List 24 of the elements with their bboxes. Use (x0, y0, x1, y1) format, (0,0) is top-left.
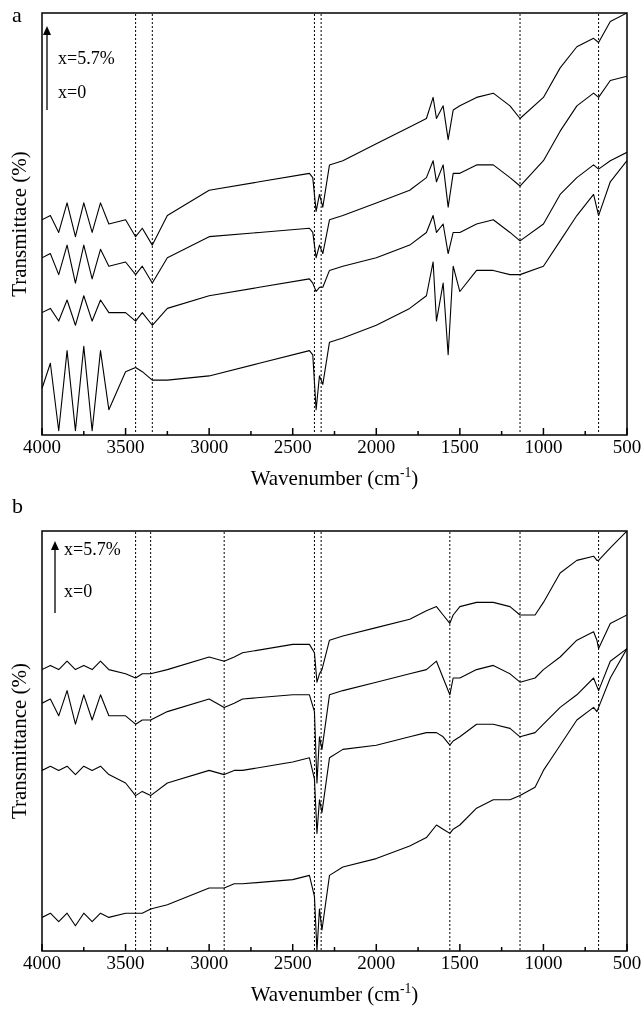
x-tick-label: 3000 (190, 952, 229, 974)
x-tick-label: 3500 (106, 952, 145, 974)
x-tick-label: 1000 (524, 952, 563, 974)
x-tick-label: 2500 (273, 436, 312, 458)
x-tick-label: 1000 (524, 436, 563, 458)
x-tick-label: 500 (612, 952, 642, 974)
annotation: x=5.7% (58, 48, 115, 68)
annotation: x=5.7% (64, 539, 121, 559)
x-tick-label: 2500 (273, 952, 312, 974)
x-tick-label: 1500 (440, 436, 479, 458)
x-tick-label: 3500 (106, 436, 145, 458)
text: b (12, 493, 23, 518)
x-tick-label: 2000 (357, 952, 396, 974)
x-tick-label: 4000 (23, 952, 61, 974)
text: a (12, 2, 22, 27)
x-tick-label: 3000 (190, 436, 229, 458)
x-tick-label: 1500 (440, 952, 479, 974)
annotation: x=0 (58, 82, 87, 102)
annotation: x=0 (64, 581, 93, 601)
y-axis-title: Transmittace (%) (7, 151, 31, 297)
y-axis-title: Transmittance (%) (7, 662, 31, 820)
x-tick-label: 500 (612, 436, 642, 458)
x-tick-label: 4000 (23, 436, 61, 458)
x-tick-label: 2000 (357, 436, 396, 458)
